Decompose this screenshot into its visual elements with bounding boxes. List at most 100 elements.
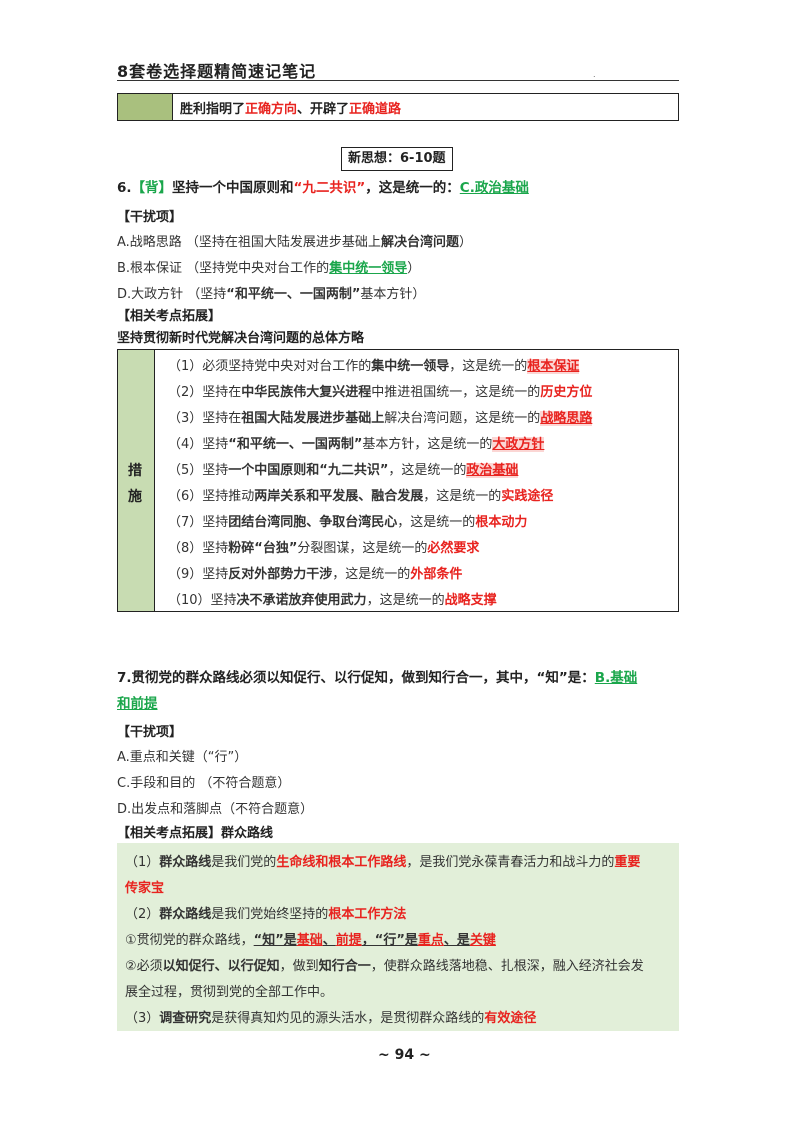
note-line-2: （2）群众路线是我们党始终坚持的根本工作方法 [125,903,406,922]
n3-d: 、 [322,933,336,948]
n2-a: （2） [125,907,160,922]
question-7: 7.贯彻党的群众路线必须以知促行、以行促知，做到知行合一，其中，“知”是：B.基… [117,666,637,686]
measure-row-9: （9）坚持反对外部势力干涉，这是统一的外部条件 [168,563,462,582]
m1-c: ，这是统一的 [449,359,528,374]
q6-answer: C.政治基础 [459,180,529,196]
m8-d: 必然要求 [427,541,480,556]
q6-option-a: A.战略思路 （坚持在祖国大陆发展进步基础上解决台湾问题） [117,231,472,250]
n2-d: 根本工作方法 [328,907,407,922]
top-text-1: 胜利指明了 [180,102,246,117]
n3-e: 前提 [335,933,362,948]
m8-b: 粉碎“台独” [228,541,298,556]
n1-d: 生命线和根本工作路线 [276,855,407,870]
m2-c: 中推进祖国统一，这是统一的 [371,385,541,400]
measure-row-4: （4）坚持“和平统一、一国两制”基本方针，这是统一的大政方针 [168,433,545,452]
n3-i: 关键 [469,933,496,948]
m6-a: （6）坚持推动 [168,489,255,504]
measure-row-2: （2）坚持在中华民族伟大复兴进程中推进祖国统一，这是统一的历史方位 [168,381,592,400]
q6-number: 6. [117,180,132,196]
q6-text-3: ，这是统一的： [365,180,460,196]
q7-answer-1: B.基础 [594,670,638,686]
top-table-text: 胜利指明了正确方向、开辟了正确道路 [180,98,401,117]
document-title: 8套卷选择题精简速记笔记 [117,62,317,81]
n1-c: 是我们党的 [211,855,277,870]
q6-option-a-text: A.战略思路 （坚持在祖国大陆发展进步基础上 [117,235,381,250]
q6-option-d-bold: “和平统一、一国两制” [226,287,361,302]
q6-text-1: 坚持一个中国原则和 [172,180,294,196]
q7-option-a: A.重点和关键（“行”） [117,750,248,765]
m6-c: ，这是统一的 [423,489,502,504]
m2-a: （2）坚持在 [168,385,242,400]
mass-line-notes: （1）群众路线是我们党的生命线和根本工作路线，是我们党永葆青春活力和战斗力的重要… [117,843,679,1031]
m3-c: 解决台湾问题，这是统一的 [384,411,541,426]
measure-row-6: （6）坚持推动两岸关系和平发展、融合发展，这是统一的实践途径 [168,485,553,504]
n5-d: 有效途径 [484,1011,537,1026]
n2-c: 是我们党始终坚持的 [211,907,329,922]
n1-g: 传家宝 [125,881,165,896]
m7-c: ，这是统一的 [397,515,476,530]
measure-row-7: （7）坚持团结台湾同胞、争取台湾民心，这是统一的根本动力 [168,511,527,530]
q6-option-d: D.大政方针 （坚持“和平统一、一国两制”基本方针） [117,283,425,302]
m4-b: “和平统一、一国两制” [228,437,363,452]
note-line-1b: 传家宝 [125,877,164,896]
q6-distractor-title: 【干扰项】 [117,210,183,225]
q7-text: 7.贯彻党的群众路线必须以知促行、以行促知，做到知行合一，其中，“知”是： [117,670,595,686]
page-number: ~ 94 ~ [378,1047,431,1063]
n5-c: 是获得真知灼见的源头活水，是贯彻群众路线的 [211,1011,485,1026]
m1-a: （1）必须坚持党中央对对台工作的 [168,359,372,374]
n3-b: “知”是 [253,933,297,948]
q6-option-d-end: 基本方针） [360,287,426,302]
side-char-2: 施 [128,489,142,505]
q6-option-b: B.根本保证 （坚持党中央对台工作的集中统一领导） [117,257,420,276]
n4-b: 以知促行、以行促知 [162,959,280,974]
n1-e: ，是我们党永葆青春活力和战斗力的 [406,855,615,870]
measures-side-cell: 措 施 [118,350,155,611]
q6-related-title: 【相关考点拓展】 [117,309,222,324]
q7-answer-2: 和前提 [117,696,158,712]
n4-d: 知行合一 [318,959,371,974]
m3-b: 祖国大陆发展进步基础上 [241,411,385,426]
m10-b: 决不承诺放弃使用武力 [236,593,367,608]
note-line-4b: 展全过程，贯彻到党的全部工作中。 [125,981,333,1000]
n4-a: ②必须 [125,959,163,974]
n4-c: ，做到 [279,959,319,974]
measures-table: 措 施 （1）必须坚持党中央对对台工作的集中统一领导，这是统一的根本保证 （2）… [117,349,679,612]
measure-row-3: （3）坚持在祖国大陆发展进步基础上解决台湾问题，这是统一的战略思路 [168,407,593,426]
m8-c: 分裂图谋，这是统一的 [297,541,428,556]
m4-c: 基本方针，这是统一的 [362,437,493,452]
m7-a: （7）坚持 [168,515,229,530]
n4-e: ，使群众路线落地稳、扎根深，融入经济社会发 [370,959,644,974]
q6-option-a-end: ） [458,235,472,250]
q7-option-d: D.出发点和落脚点（不符合题意） [117,802,314,817]
m7-d: 根本动力 [475,515,528,530]
n3-g: 重点 [417,933,444,948]
q6-option-b-text: B.根本保证 （坚持党中央对台工作的 [117,261,330,276]
question-7-cont: 和前提 [117,692,158,712]
n1-b: 群众路线 [159,855,212,870]
measure-row-5: （5）坚持一个中国原则和“九二共识”，这是统一的政治基础 [168,459,519,478]
n3-f: ，“行”是 [361,933,418,948]
m8-a: （8）坚持 [168,541,229,556]
top-text-3: 、开辟了 [297,102,350,117]
m6-d: 实践途径 [501,489,554,504]
side-char-1: 措 [128,463,142,479]
m9-c: ，这是统一的 [332,567,411,582]
m6-b: 两岸关系和平发展、融合发展 [254,489,424,504]
n5-a: （3） [125,1011,160,1026]
n3-c: 基础 [296,933,323,948]
m10-a: （10）坚持 [168,593,237,608]
measure-row-10: （10）坚持决不承诺放弃使用武力，这是统一的战略支撑 [168,589,497,608]
q7-option-c: C.手段和目的 （不符合题意） [117,776,291,791]
m5-b: 一个中国原则和“九二共识” [228,463,389,478]
m10-d: 战略支撑 [444,593,497,608]
q6-option-a-bold: 解决台湾问题 [380,235,459,250]
note-line-1: （1）群众路线是我们党的生命线和根本工作路线，是我们党永葆青春活力和战斗力的重要 [125,851,640,870]
q6-related-subtitle: 坚持贯彻新时代党解决台湾问题的总体方略 [117,331,365,346]
m3-a: （3）坚持在 [168,411,242,426]
top-text-2: 正确方向 [245,102,298,117]
m7-b: 团结台湾同胞、争取台湾民心 [228,515,398,530]
m5-a: （5）坚持 [168,463,229,478]
q7-related-title: 【相关考点拓展】群众路线 [117,826,274,841]
measure-row-1: （1）必须坚持党中央对对台工作的集中统一领导，这是统一的根本保证 [168,355,580,374]
m5-c: ，这是统一的 [388,463,467,478]
